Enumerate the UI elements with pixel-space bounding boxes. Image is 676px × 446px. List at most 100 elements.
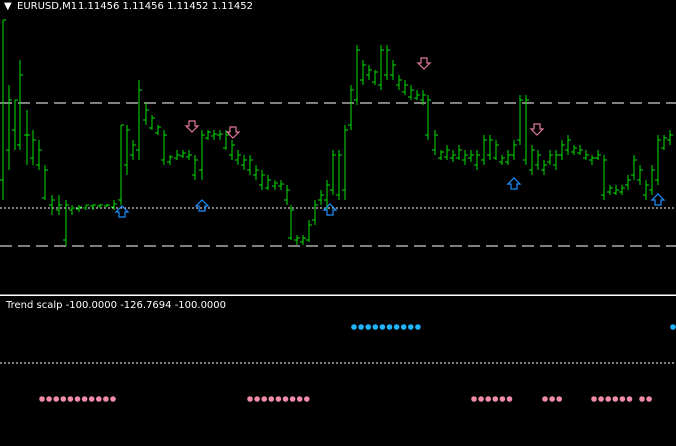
price-bar <box>12 99 18 150</box>
price-bar <box>505 150 511 165</box>
indicator-dot-down <box>247 396 253 402</box>
price-bar <box>372 70 378 85</box>
indicator-window[interactable]: Trend scalp -100.0000 -126.7694 -100.000… <box>0 296 676 446</box>
price-bars <box>0 19 673 246</box>
price-bar <box>161 130 167 165</box>
price-bar <box>384 45 390 80</box>
price-bar <box>487 135 493 160</box>
price-bar <box>205 130 211 140</box>
price-bar <box>348 85 354 130</box>
price-bar <box>136 80 142 160</box>
price-bar <box>90 204 96 210</box>
indicator-dot-up <box>670 324 676 330</box>
price-bar <box>149 115 155 130</box>
price-bar <box>63 200 69 246</box>
price-bar <box>444 145 450 160</box>
symbol-timeframe-label: EURUSD,M1 <box>17 1 77 12</box>
indicator-dot-down <box>471 396 477 402</box>
price-bar <box>241 155 247 170</box>
indicator-dot-down <box>485 396 492 402</box>
window-splitter[interactable] <box>0 294 676 296</box>
price-bar <box>661 135 667 150</box>
price-bar <box>24 110 30 165</box>
price-bar <box>499 155 505 165</box>
indicator-dot-up <box>365 324 372 330</box>
indicator-dot-down <box>499 396 506 402</box>
indicator-dot-up <box>372 324 379 330</box>
price-bar <box>300 235 306 245</box>
price-bar <box>450 150 456 162</box>
price-bar <box>607 185 613 195</box>
price-bar <box>438 150 444 160</box>
price-bar <box>217 130 223 140</box>
indicator-dot-down <box>74 396 81 402</box>
price-bar <box>265 175 271 190</box>
sell-arrow-down-icon <box>184 120 200 133</box>
indicator-dot-down <box>626 396 633 402</box>
indicator-dot-down <box>53 396 59 402</box>
price-bar <box>69 205 75 215</box>
price-bar <box>235 150 241 165</box>
price-bar <box>420 90 426 105</box>
indicator-dot-down <box>39 396 45 402</box>
indicator-dot-up <box>386 324 393 330</box>
price-bar <box>306 220 312 242</box>
price-bar <box>253 165 259 180</box>
price-bar <box>223 130 229 150</box>
chart-menu-triangle-icon[interactable]: ▼ <box>4 1 12 12</box>
price-bar <box>76 205 82 212</box>
indicator-dot-up <box>358 324 364 330</box>
price-bar <box>541 160 547 175</box>
indicator-dot-down <box>556 396 562 402</box>
price-bar <box>186 150 192 160</box>
sell-arrow-down-icon <box>225 126 241 139</box>
price-bar <box>523 95 529 165</box>
price-bar <box>432 130 438 155</box>
price-bar <box>481 135 487 165</box>
price-bar <box>553 150 559 170</box>
price-bar <box>247 155 253 175</box>
price-bar <box>583 150 589 160</box>
indicator-dot-down <box>646 396 652 402</box>
price-bar <box>589 155 595 165</box>
indicator-dot-down <box>492 396 499 402</box>
price-bar <box>529 145 535 175</box>
price-bar <box>474 150 480 170</box>
price-bar <box>655 135 661 185</box>
price-bar <box>342 125 348 200</box>
price-bar <box>408 85 414 100</box>
indicator-dot-down <box>304 396 310 402</box>
price-bar <box>174 150 180 160</box>
price-bar <box>155 125 161 135</box>
price-bar <box>577 145 583 155</box>
price-bar <box>36 140 42 170</box>
indicator-dot-down <box>506 396 513 402</box>
indicator-dots <box>39 324 676 402</box>
price-bar <box>330 150 336 195</box>
indicator-dot-down <box>619 396 626 402</box>
indicator-dot-down <box>296 396 303 402</box>
price-bar <box>56 195 62 215</box>
indicator-dot-down <box>542 396 548 402</box>
price-bar <box>199 130 205 180</box>
price-bar <box>130 140 136 160</box>
price-bar <box>613 185 619 195</box>
indicator-dot-down <box>605 396 611 402</box>
price-chart[interactable]: ▼ EURUSD,M1 1.11456 1.11456 1.11452 1.11… <box>0 0 676 294</box>
price-bar <box>565 135 571 155</box>
price-bar <box>601 155 607 200</box>
price-bar <box>625 175 631 190</box>
price-bar <box>192 155 198 180</box>
signal-arrows <box>114 57 666 218</box>
price-bar <box>396 75 402 90</box>
price-bar <box>649 165 655 195</box>
price-bar <box>354 45 360 105</box>
price-bar <box>378 45 384 90</box>
indicator-dot-down <box>81 396 88 402</box>
price-bar <box>118 124 124 205</box>
price-bar <box>272 180 278 190</box>
price-bar <box>667 130 673 145</box>
indicator-dot-up <box>415 324 421 330</box>
indicator-label: Trend scalp -100.0000 -126.7694 -100.000… <box>5 300 226 311</box>
price-bar <box>49 195 55 215</box>
